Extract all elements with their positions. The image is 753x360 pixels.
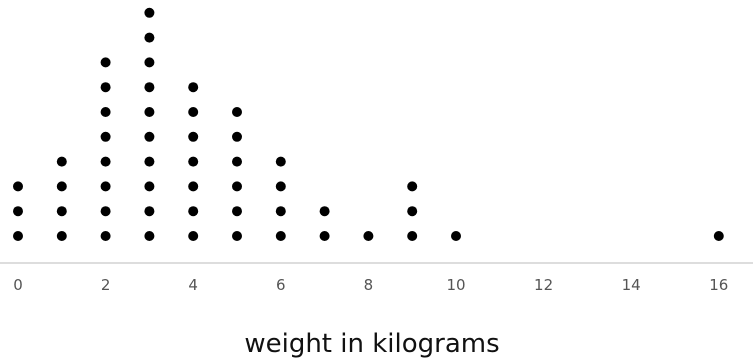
data-dot bbox=[100, 131, 111, 142]
x-tick-label: 4 bbox=[188, 276, 198, 294]
data-dot bbox=[144, 82, 155, 93]
data-dot bbox=[275, 156, 286, 167]
data-dot bbox=[100, 231, 111, 241]
data-dot bbox=[275, 181, 286, 192]
x-tick-label: 16 bbox=[709, 276, 728, 294]
data-dot bbox=[319, 231, 330, 241]
data-dot bbox=[188, 82, 199, 93]
data-dot bbox=[275, 231, 286, 241]
data-dot bbox=[232, 107, 242, 117]
data-dot bbox=[144, 131, 155, 142]
data-dot bbox=[363, 231, 374, 241]
data-dot bbox=[144, 57, 155, 68]
data-dot bbox=[319, 206, 330, 217]
dots-layer bbox=[13, 7, 724, 241]
data-dot bbox=[13, 231, 23, 241]
data-dot bbox=[100, 82, 111, 93]
data-dot bbox=[13, 206, 23, 217]
data-dot bbox=[144, 231, 155, 241]
data-dot bbox=[144, 32, 155, 43]
x-tick-label: 10 bbox=[446, 276, 465, 294]
data-dot bbox=[232, 131, 242, 142]
data-dot bbox=[56, 181, 67, 192]
data-dot bbox=[232, 156, 242, 167]
data-dot bbox=[144, 181, 155, 192]
data-dot bbox=[144, 7, 155, 18]
data-dot bbox=[188, 107, 199, 117]
data-dot bbox=[188, 131, 199, 142]
x-axis-title: weight in kilograms bbox=[244, 329, 499, 359]
data-dot bbox=[100, 156, 111, 167]
data-dot bbox=[407, 231, 418, 241]
data-dot bbox=[100, 206, 111, 217]
x-tick-label: 12 bbox=[534, 276, 553, 294]
x-tick-label: 2 bbox=[101, 276, 111, 294]
data-dot bbox=[232, 231, 242, 241]
data-dot bbox=[188, 206, 199, 217]
data-dot bbox=[232, 206, 242, 217]
x-tick-label: 14 bbox=[622, 276, 641, 294]
data-dot bbox=[451, 231, 461, 241]
data-dot bbox=[100, 107, 111, 117]
data-dot bbox=[144, 107, 155, 117]
data-dot bbox=[13, 181, 23, 192]
data-dot bbox=[188, 181, 199, 192]
data-dot bbox=[100, 181, 111, 192]
data-dot bbox=[275, 206, 286, 217]
data-dot bbox=[56, 231, 67, 241]
data-dot bbox=[713, 231, 724, 241]
data-dot bbox=[56, 156, 67, 167]
data-dot bbox=[188, 156, 199, 167]
data-dot bbox=[407, 206, 418, 217]
x-tick-label: 6 bbox=[276, 276, 286, 294]
data-dot bbox=[144, 206, 155, 217]
data-dot bbox=[232, 181, 242, 192]
x-tick-label: 0 bbox=[13, 276, 23, 294]
data-dot bbox=[407, 181, 418, 192]
data-dot bbox=[100, 57, 111, 68]
x-tick-labels: 0 2 4 6 8 10 12 14 16 bbox=[13, 276, 728, 294]
x-tick-label: 8 bbox=[364, 276, 374, 294]
data-dot bbox=[144, 156, 155, 167]
data-dot bbox=[188, 231, 199, 241]
data-dot bbox=[56, 206, 67, 217]
